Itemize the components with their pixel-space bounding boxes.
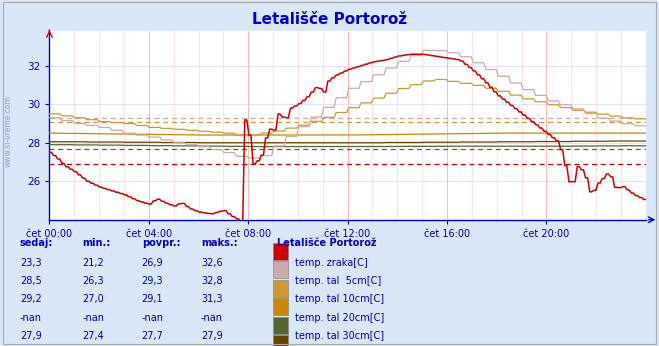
Text: temp. tal 10cm[C]: temp. tal 10cm[C] (295, 294, 384, 304)
Text: -nan: -nan (201, 313, 223, 323)
Text: 26,9: 26,9 (142, 257, 163, 267)
Text: min.:: min.: (82, 238, 111, 248)
Text: 31,3: 31,3 (201, 294, 223, 304)
Bar (273, 298, 288, 315)
Bar (273, 243, 288, 260)
Text: 27,0: 27,0 (82, 294, 104, 304)
Text: 26,3: 26,3 (82, 276, 104, 286)
Text: povpr.:: povpr.: (142, 238, 180, 248)
Text: maks.:: maks.: (201, 238, 238, 248)
Text: temp. zraka[C]: temp. zraka[C] (295, 257, 368, 267)
Bar (273, 280, 288, 297)
Text: 29,2: 29,2 (20, 294, 42, 304)
Bar (273, 317, 288, 334)
Text: 27,4: 27,4 (82, 331, 104, 341)
Text: 28,5: 28,5 (20, 276, 42, 286)
Text: 32,8: 32,8 (201, 276, 223, 286)
Bar (273, 261, 288, 279)
Text: 32,6: 32,6 (201, 257, 223, 267)
Text: 29,3: 29,3 (142, 276, 163, 286)
Text: -nan: -nan (142, 313, 163, 323)
Text: 21,2: 21,2 (82, 257, 104, 267)
Text: Letališče Portorož: Letališče Portorož (277, 238, 376, 248)
Text: temp. tal 30cm[C]: temp. tal 30cm[C] (295, 331, 384, 341)
Text: 23,3: 23,3 (20, 257, 42, 267)
Text: 27,9: 27,9 (20, 331, 42, 341)
Text: temp. tal  5cm[C]: temp. tal 5cm[C] (295, 276, 382, 286)
Text: temp. tal 20cm[C]: temp. tal 20cm[C] (295, 313, 384, 323)
Text: sedaj:: sedaj: (20, 238, 53, 248)
Text: -nan: -nan (20, 313, 42, 323)
Text: Letališče Portorož: Letališče Portorož (252, 12, 407, 27)
Bar (273, 335, 288, 346)
Text: 27,9: 27,9 (201, 331, 223, 341)
Text: 29,1: 29,1 (142, 294, 163, 304)
Text: www.si-vreme.com: www.si-vreme.com (4, 95, 13, 167)
Text: 27,7: 27,7 (142, 331, 163, 341)
Text: -nan: -nan (82, 313, 104, 323)
